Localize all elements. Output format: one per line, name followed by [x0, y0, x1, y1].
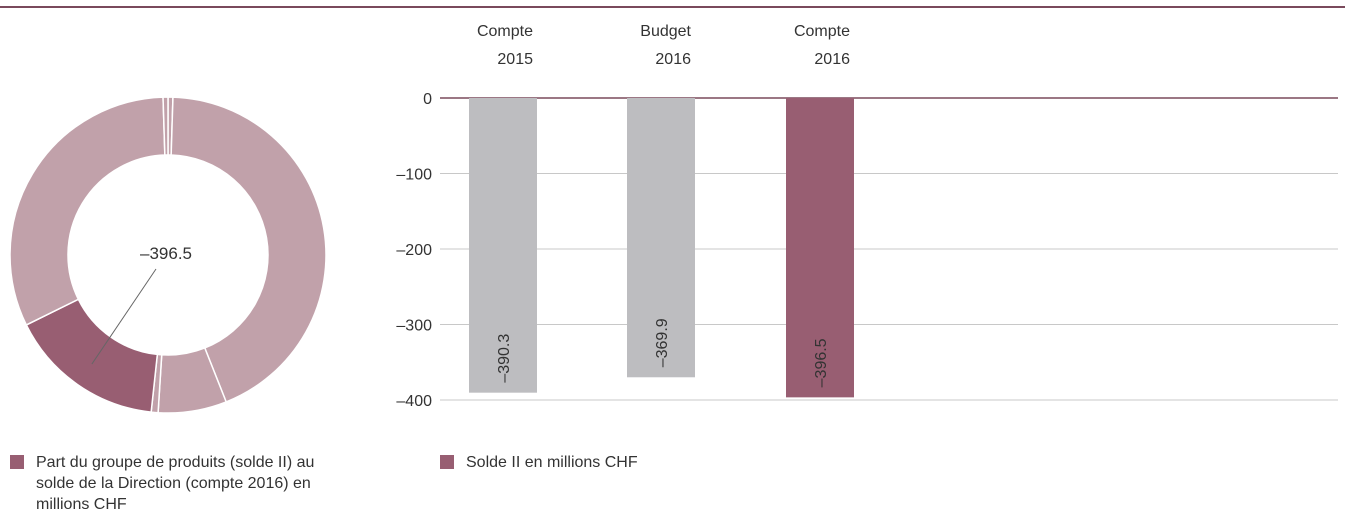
donut-pointer-line	[91, 268, 157, 365]
bar-legend: Solde II en millions CHF	[440, 452, 638, 473]
donut-slice	[162, 96, 169, 156]
donut-chart: –396.5	[9, 96, 327, 414]
donut-legend-label: Part du groupe de produits (solde II) au…	[36, 454, 315, 513]
category-label: 2016	[655, 51, 691, 68]
bar	[627, 98, 695, 378]
donut-slice-highlighted	[25, 298, 159, 413]
donut-legend-swatch	[10, 455, 24, 469]
y-tick-label: 0	[423, 91, 432, 108]
donut-center-value: –396.5	[140, 244, 192, 263]
donut-legend: Part du groupe de produits (solde II) au…	[10, 452, 320, 515]
category-label: Compte	[794, 23, 850, 40]
category-label: Compte	[477, 23, 533, 40]
y-tick-label: –300	[396, 318, 432, 335]
category-label: 2016	[814, 51, 850, 68]
bar-value-label: –369.9	[654, 318, 671, 367]
bar-legend-swatch	[440, 455, 454, 469]
bar	[786, 98, 854, 398]
top-divider	[0, 6, 1345, 8]
y-tick-label: –400	[396, 393, 432, 410]
bar	[469, 98, 537, 393]
bar-chart: –390.3 –369.9 –396.5 Compte 2015 Budget 2016 C…	[396, 23, 1338, 410]
bar-value-label: –390.3	[496, 334, 513, 383]
donut-slice	[9, 96, 166, 326]
y-tick-label: –200	[396, 242, 432, 259]
category-label: 2015	[497, 51, 533, 68]
bar-value-label: –396.5	[813, 338, 830, 387]
bar-legend-label: Solde II en millions CHF	[466, 454, 638, 471]
category-label: Budget	[640, 23, 691, 40]
donut-slice	[170, 96, 327, 403]
y-tick-label: –100	[396, 167, 432, 184]
